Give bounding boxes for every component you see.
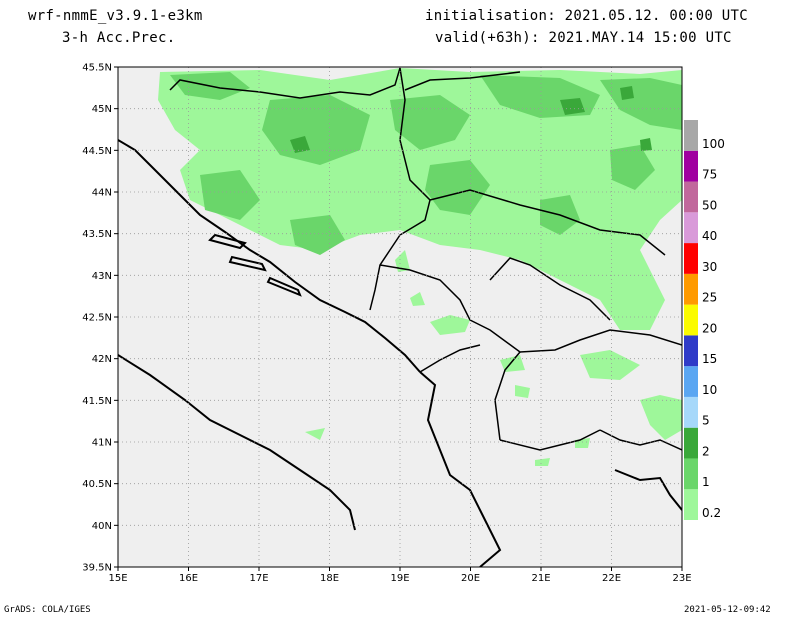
lat-label: 45.5N <box>82 63 112 74</box>
colorbar-label: 5 <box>702 414 710 428</box>
lat-label: 41N <box>92 438 112 449</box>
lat-label: 43.5N <box>82 229 112 240</box>
colorbar-label: 10 <box>702 383 717 397</box>
lat-label: 42N <box>92 354 112 365</box>
lat-label: 44N <box>92 188 112 199</box>
lat-label: 45N <box>92 104 112 115</box>
colorbar-swatch <box>684 427 698 459</box>
colorbar-swatch <box>684 489 698 520</box>
lat-label: 42.5N <box>82 313 112 324</box>
colorbar-label: 1 <box>702 475 710 489</box>
lat-label: 40.5N <box>82 479 112 490</box>
colorbar-swatch <box>684 273 698 305</box>
footer-timestamp: 2021-05-12-09:42 <box>684 605 771 615</box>
init-time: initialisation: 2021.05.12. 00:00 UTC <box>425 8 748 24</box>
lon-label: 16E <box>179 573 198 584</box>
lat-label: 43N <box>92 271 112 282</box>
colorbar-swatch <box>684 366 698 397</box>
colorbar-label: 100 <box>702 137 725 151</box>
lon-label: 19E <box>390 573 409 584</box>
lat-label: 44.5N <box>82 146 112 157</box>
coastlines <box>118 139 682 567</box>
colorbar-label: 0.2 <box>702 506 721 520</box>
lon-label: 15E <box>108 573 127 584</box>
lon-label: 21E <box>531 573 550 584</box>
colorbar-swatch <box>684 120 698 151</box>
colorbar-label: 2 <box>702 444 710 458</box>
country-borders <box>169 67 682 451</box>
precip-medium-areas <box>170 72 682 255</box>
colorbar-swatch <box>684 396 698 428</box>
lat-label: 39.5N <box>82 563 112 574</box>
colorbar-swatch <box>684 335 698 367</box>
lat-label: 40N <box>92 521 112 532</box>
colorbar-swatch <box>684 150 698 182</box>
precip-heavy-areas <box>290 86 652 153</box>
footer-credit: GrADS: COLA/IGES <box>4 605 91 615</box>
colorbar-swatch <box>684 304 698 336</box>
colorbar-label: 25 <box>702 291 717 305</box>
colorbar-swatch <box>684 212 698 244</box>
lon-label: 23E <box>672 573 691 584</box>
colorbar-label: 20 <box>702 321 717 335</box>
colorbar-label: 30 <box>702 260 717 274</box>
colorbar-label: 50 <box>702 198 717 212</box>
valid-time: valid(+63h): 2021.MAY.14 15:00 UTC <box>435 30 732 46</box>
colorbar-swatch <box>684 458 698 490</box>
colorbar-label: 15 <box>702 352 717 366</box>
lon-label: 22E <box>602 573 621 584</box>
colorbar-swatch <box>684 181 698 213</box>
lat-label: 41.5N <box>82 396 112 407</box>
field-title: 3-h Acc.Prec. <box>62 30 176 46</box>
lon-label: 20E <box>461 573 480 584</box>
model-title: wrf-nmmE_v3.9.1-e3km <box>28 8 203 24</box>
colorbar-label: 40 <box>702 229 717 243</box>
lon-label: 17E <box>249 573 268 584</box>
colorbar-label: 75 <box>702 168 717 182</box>
colorbar-swatch <box>684 243 698 274</box>
lon-label: 18E <box>320 573 339 584</box>
